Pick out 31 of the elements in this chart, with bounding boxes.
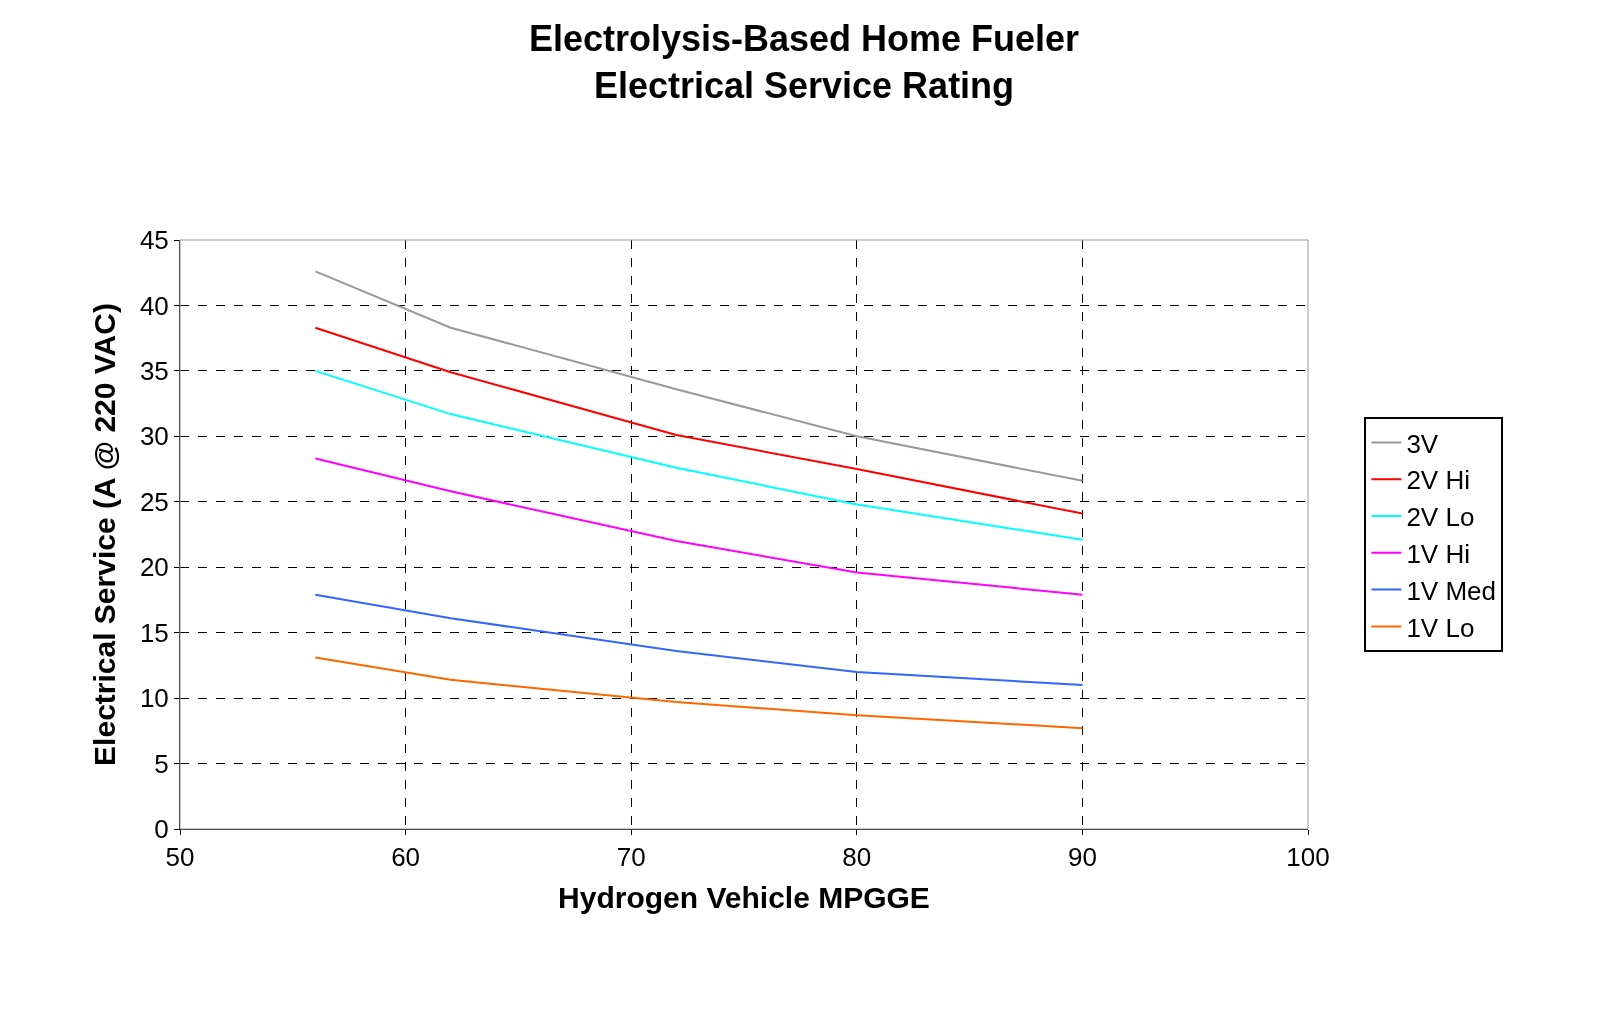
legend-label: 2V Lo: [1406, 502, 1475, 533]
y-tick-label: 35: [139, 355, 169, 386]
x-tick-label: 70: [616, 842, 646, 873]
x-tick-label: 60: [391, 842, 421, 873]
y-tick-label: 40: [139, 290, 169, 321]
line-series: [314, 593, 1084, 687]
chart-title: Electrolysis-Based Home Fueler Electrical Service Rating: [528, 18, 1080, 107]
x-tick-label: 90: [1067, 842, 1097, 873]
y-tick-label: 25: [139, 486, 169, 517]
x-tick-label: 50: [165, 842, 195, 873]
line-series: [314, 457, 1084, 596]
y-tick-label: 5: [154, 748, 169, 779]
x-tick-label: 100: [1286, 842, 1330, 873]
x-axis-title: Hydrogen Vehicle MPGGE: [558, 880, 930, 914]
y-axis-title: Electrical Service (A @ 220 VAC): [87, 303, 121, 766]
line-series: [314, 656, 1084, 730]
legend-label: 1V Lo: [1406, 612, 1475, 643]
y-tick-label: 15: [139, 617, 169, 648]
legend-label: 1V Med: [1406, 575, 1497, 606]
line-series: [314, 270, 1084, 482]
y-tick-label: 30: [139, 421, 169, 452]
legend-label: 2V Hi: [1406, 465, 1470, 496]
y-tick-label: 0: [154, 814, 169, 845]
y-tick-label: 45: [139, 225, 169, 256]
y-tick-label: 20: [139, 552, 169, 583]
line-series: [314, 369, 1084, 541]
legend-label: 3V: [1406, 428, 1439, 459]
line-series: [314, 326, 1084, 515]
y-tick-label: 10: [139, 683, 169, 714]
x-tick-label: 80: [842, 842, 872, 873]
legend-label: 1V Hi: [1406, 538, 1470, 569]
